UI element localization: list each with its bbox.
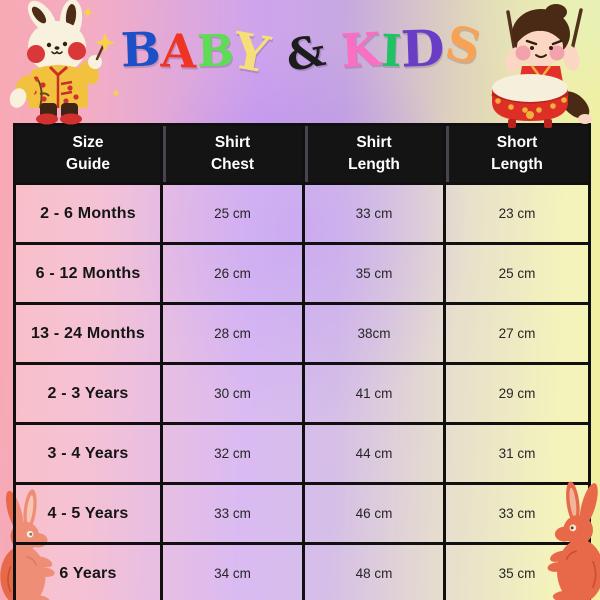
table-row: 2 - 3 Years 30 cm 41 cm 29 cm (13, 362, 591, 425)
size-guide-table: Size Guide Shirt Chest Shirt Length Shor… (13, 123, 591, 600)
shirt-chest-value: 33 cm (160, 482, 305, 545)
orange-hare-icon (538, 478, 600, 600)
shirt-length-value: 41 cm (302, 362, 446, 425)
title-letter: K (339, 21, 383, 79)
table-row: 2 - 6 Months 25 cm 33 cm 23 cm (13, 182, 591, 245)
shirt-chest-value: 28 cm (160, 302, 305, 365)
bunny-with-sparkler-icon (0, 0, 135, 126)
header-shirt-length: Shirt Length (302, 123, 446, 185)
shirt-length-value: 48 cm (302, 542, 446, 600)
shirt-length-value: 46 cm (302, 482, 446, 545)
title-letter: Y (228, 20, 275, 85)
title-letter: B (196, 25, 235, 78)
size-label: 13 - 24 Months (13, 302, 163, 365)
short-length-value: 29 cm (443, 362, 591, 425)
short-length-value: 31 cm (443, 422, 591, 485)
shirt-length-value: 44 cm (302, 422, 446, 485)
short-length-value: 27 cm (443, 302, 591, 365)
size-label: 6 - 12 Months (13, 242, 163, 305)
header-row: Size Guide Shirt Chest Shirt Length Shor… (13, 123, 591, 185)
short-length-value: 25 cm (443, 242, 591, 305)
shirt-chest-value: 30 cm (160, 362, 305, 425)
table-row: 6 - 12 Months 26 cm 35 cm 25 cm (13, 242, 591, 305)
table-row: 3 - 4 Years 32 cm 44 cm 31 cm (13, 422, 591, 485)
header-size-guide: Size Guide (13, 123, 163, 185)
header-shirt-chest: Shirt Chest (160, 123, 305, 185)
shirt-chest-value: 32 cm (160, 422, 305, 485)
title-letter: I (379, 25, 403, 78)
header-short-length: Short Length (443, 123, 591, 185)
table-row: 6 Years 34 cm 48 cm 35 cm (13, 542, 591, 600)
size-label: 6 Years (13, 542, 163, 600)
shirt-length-value: 33 cm (302, 182, 446, 245)
shirt-chest-value: 34 cm (160, 542, 305, 600)
title-letter: & (282, 25, 329, 82)
shirt-length-value: 38cm (302, 302, 446, 365)
kid-drummer-icon (468, 0, 600, 130)
shirt-chest-value: 26 cm (160, 242, 305, 305)
table-row: 13 - 24 Months 28 cm 38cm 27 cm (13, 302, 591, 365)
size-label: 2 - 6 Months (13, 182, 163, 245)
short-length-value: 23 cm (443, 182, 591, 245)
size-label: 3 - 4 Years (13, 422, 163, 485)
title-letter: A (160, 23, 198, 79)
title-letter: D (400, 18, 446, 79)
table-row: 4 - 5 Years 33 cm 46 cm 33 cm (13, 482, 591, 545)
shirt-chest-value: 25 cm (160, 182, 305, 245)
size-label: 4 - 5 Years (13, 482, 163, 545)
shirt-length-value: 35 cm (302, 242, 446, 305)
size-label: 2 - 3 Years (13, 362, 163, 425)
